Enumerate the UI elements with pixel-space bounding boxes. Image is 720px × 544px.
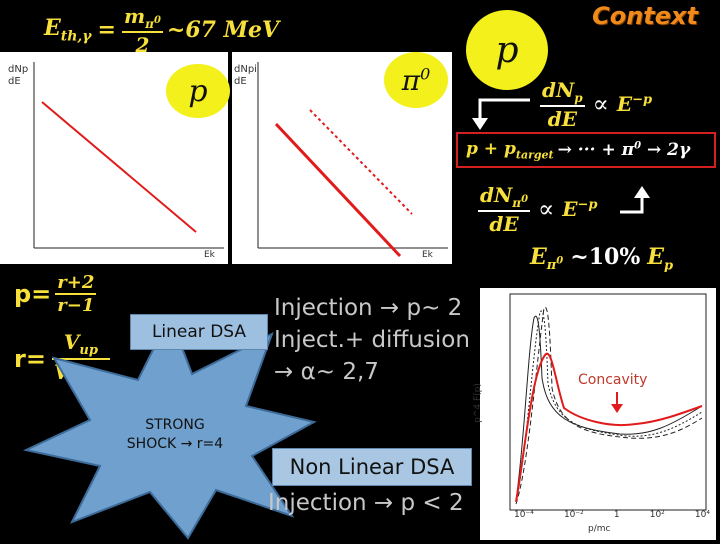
shock-line-1: STRONG — [145, 417, 205, 433]
linear-dsa-line-3: → α∼ 2,7 — [274, 359, 379, 385]
concavity-xlabel: p/mc — [588, 524, 611, 534]
concavity-arrow-icon — [611, 392, 623, 413]
concavity-xticks: 10⁻⁴ 10⁻² 1 10² 10⁴ — [514, 510, 710, 520]
context-proton-badge: p — [466, 10, 548, 90]
linear-dsa-box: Linear DSA — [130, 314, 268, 350]
proton-spectrum-svg — [33, 62, 224, 249]
linear-dsa-line-1: Injection → p∼ 2 — [274, 295, 463, 321]
left-plot-ylabel-2: dE — [8, 76, 21, 87]
arrow-down-icon — [472, 98, 530, 130]
shock-star — [22, 313, 317, 540]
shock-line-2: SHOCK → r=4 — [126, 436, 224, 452]
pion-badge: π0 — [384, 52, 448, 108]
right-plot-ylabel-1: dNpi — [234, 64, 257, 75]
linear-dsa-text: Injection → p∼ 2 Inject.+ diffusion → α∼… — [274, 292, 470, 388]
reaction-box: p + ptarget → ··· + π0 → 2γ — [456, 132, 716, 168]
right-plot-xlabel: Ek — [422, 250, 433, 260]
xtick: 10⁻⁴ — [514, 510, 534, 520]
context-title: Context — [592, 2, 698, 30]
proton-power-law: dNp dE ∝ E−p — [540, 77, 653, 131]
concavity-label: Concavity — [578, 372, 648, 388]
arrow-up-icon — [620, 186, 650, 214]
xtick: 1 — [613, 510, 620, 520]
left-plot-xlabel: Ek — [204, 250, 215, 260]
shock-text: STRONG SHOCK → r=4 — [100, 416, 250, 454]
xtick: 10⁴ — [694, 510, 710, 520]
concavity-svg — [509, 293, 707, 511]
nonlinear-dsa-line: Injection → p < 2 — [268, 490, 464, 516]
concavity-ylabel: p^4 F(p) — [472, 383, 483, 423]
threshold-formula: Eth,γ = mπ0 2 ~67 MeV — [44, 3, 280, 57]
energy-relation: Eπ0 ~10% Ep — [530, 244, 674, 274]
linear-dsa-line-2: Inject.+ diffusion — [274, 327, 470, 353]
nonlinear-dsa-box: Non Linear DSA — [272, 448, 472, 486]
pion-spectrum-svg — [257, 62, 448, 258]
pion-power-law: dNπ0 dE ∝ E−p — [478, 182, 598, 236]
left-plot-ylabel-1: dNp — [8, 64, 29, 75]
xtick: 10² — [649, 510, 665, 520]
p-formula: p= r+2 r−1 — [14, 272, 97, 316]
concavity-plot: Concavity p^4 F(p) 10⁻⁴ 10⁻² 1 10² 10⁴ p… — [473, 288, 716, 540]
xtick: 10⁻² — [563, 510, 584, 520]
proton-badge: p — [166, 64, 230, 118]
right-plot-ylabel-2: dE — [234, 76, 247, 87]
